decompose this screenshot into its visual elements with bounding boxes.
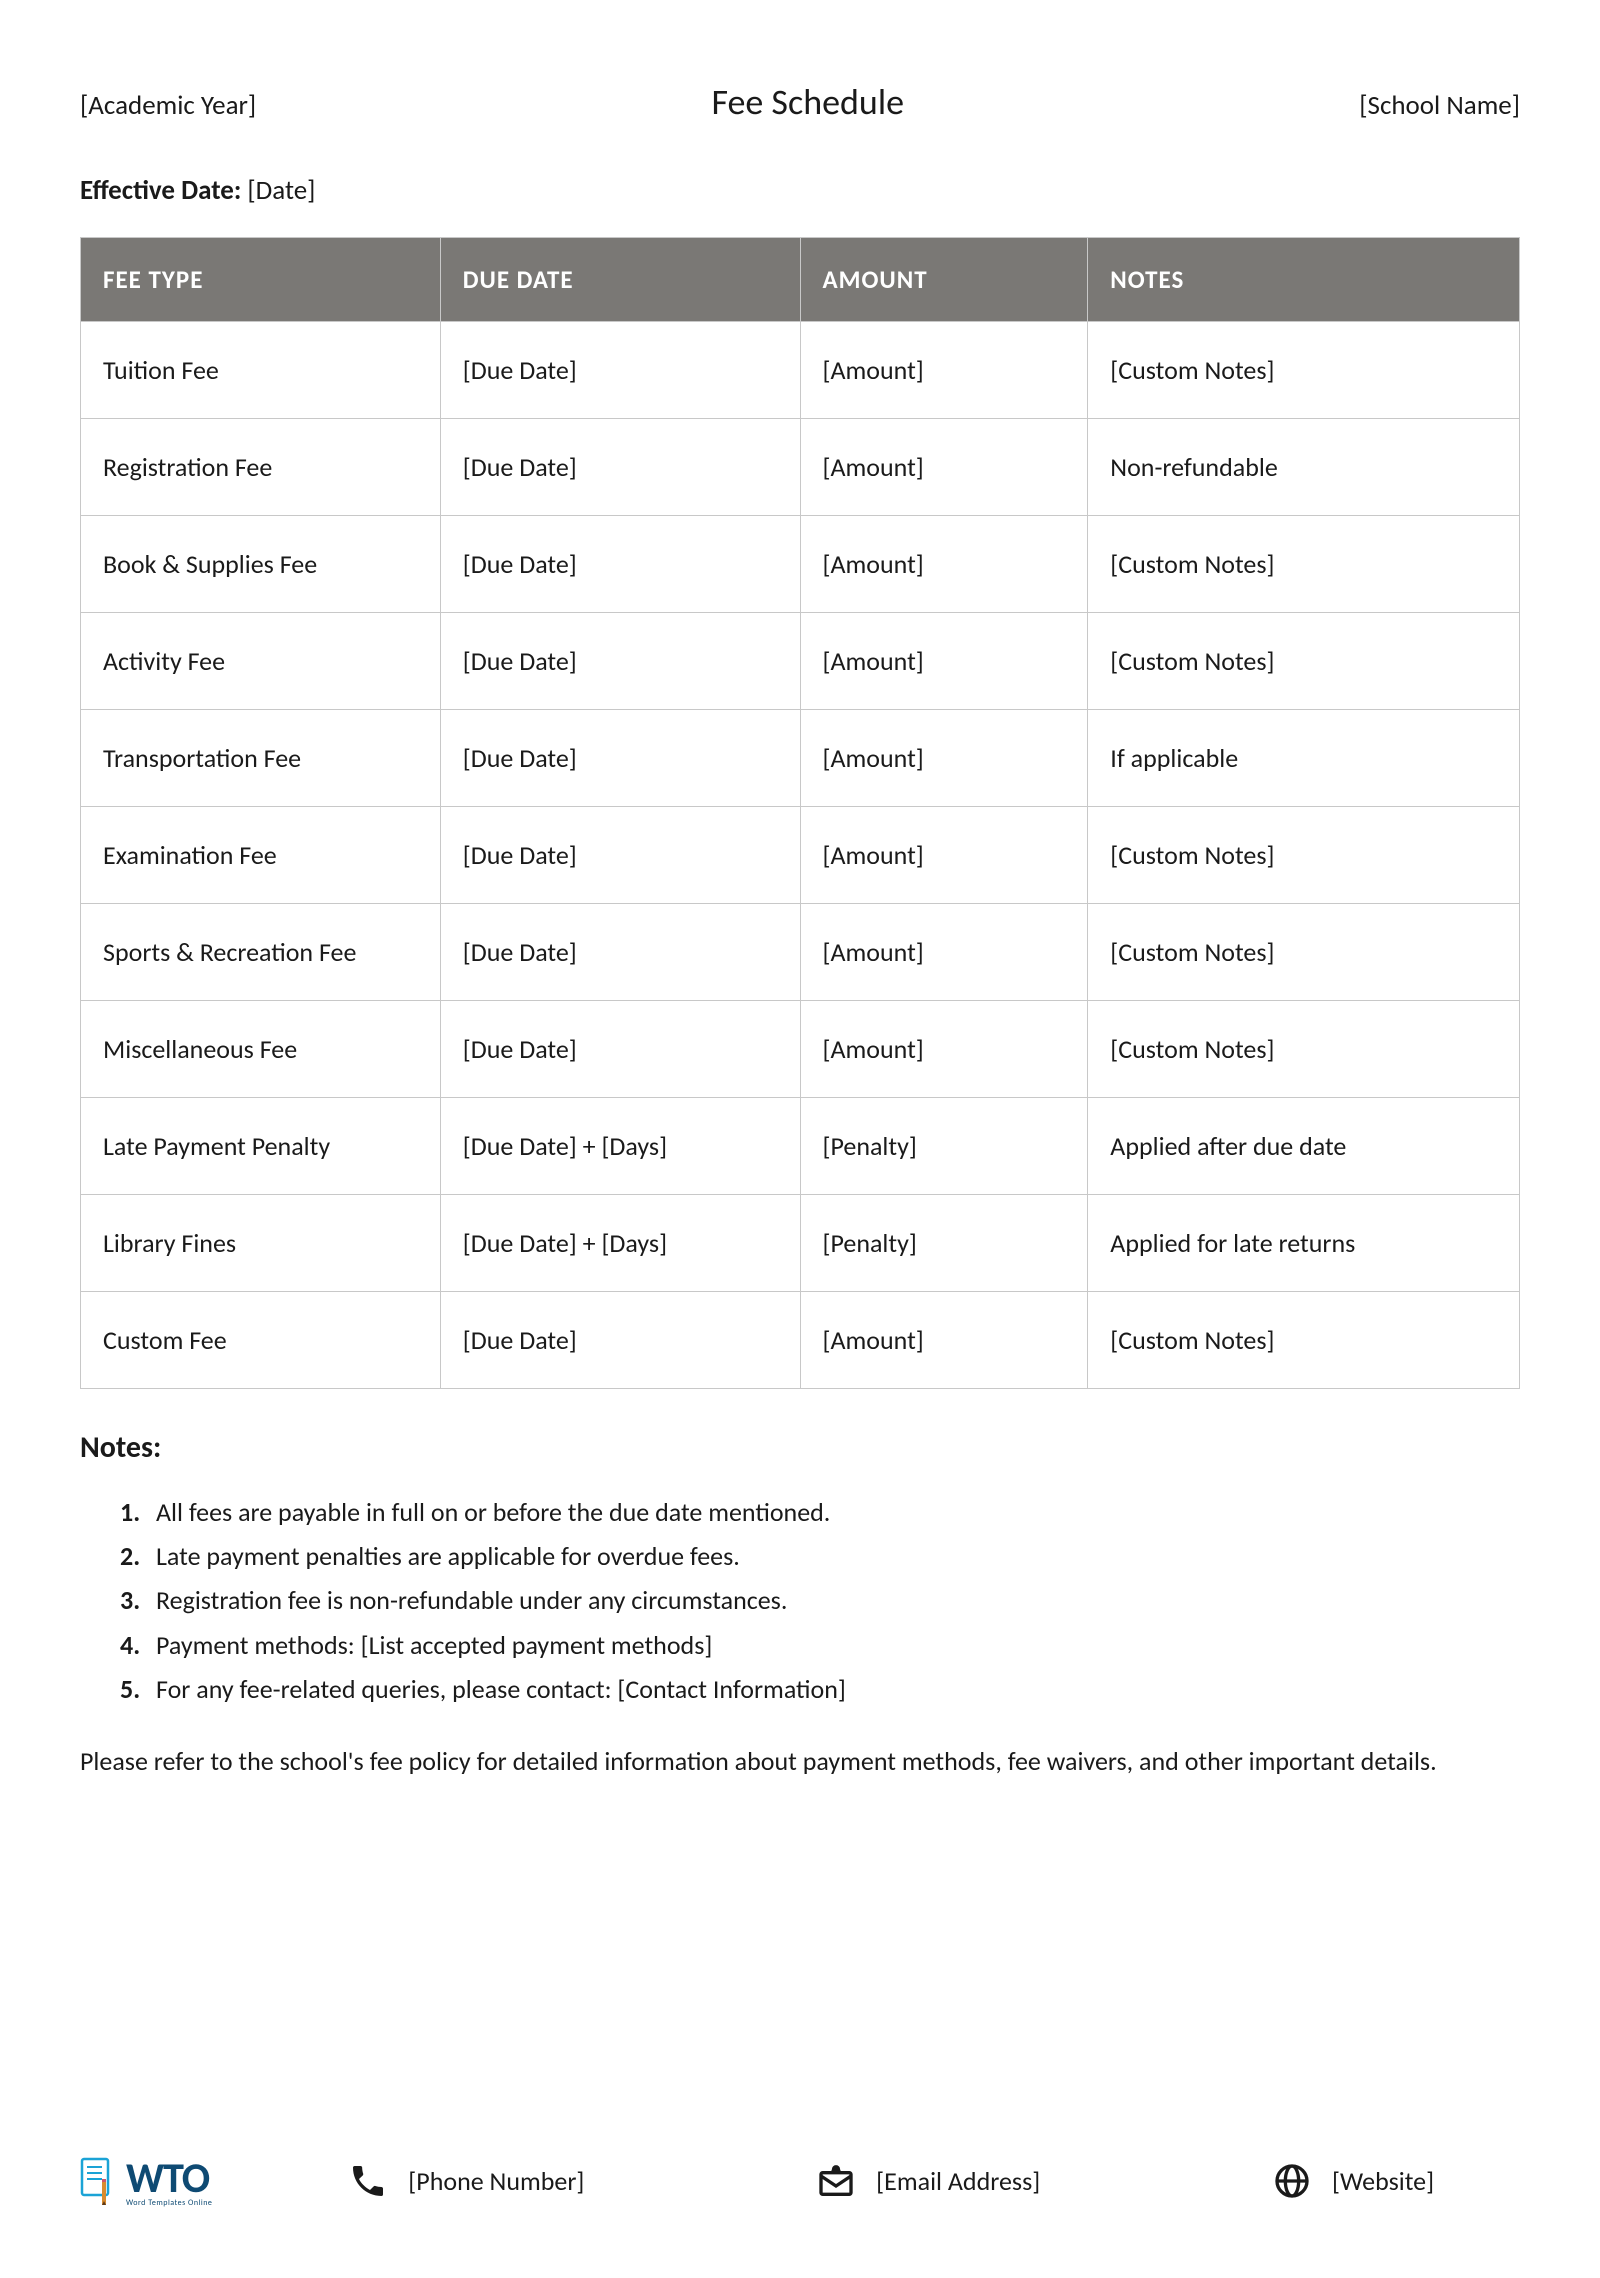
table-row: Transportation Fee[Due Date][Amount]If a… (81, 710, 1520, 807)
table-row: Examination Fee[Due Date][Amount][Custom… (81, 807, 1520, 904)
cell-due-date: [Due Date] (440, 1001, 800, 1098)
cell-notes: Applied after due date (1088, 1098, 1520, 1195)
cell-notes: [Custom Notes] (1088, 516, 1520, 613)
cell-amount: [Amount] (800, 613, 1088, 710)
footer-website: [Website] (1272, 2161, 1434, 2201)
table-header-row: FEE TYPE DUE DATE AMOUNT NOTES (81, 238, 1520, 322)
cell-due-date: [Due Date] + [Days] (440, 1098, 800, 1195)
cell-fee-type: Library Fines (81, 1195, 441, 1292)
footer-website-text: [Website] (1332, 2165, 1434, 2197)
cell-amount: [Amount] (800, 710, 1088, 807)
cell-fee-type: Registration Fee (81, 419, 441, 516)
notes-list: All fees are payable in full on or befor… (80, 1490, 1520, 1711)
footer-phone-text: [Phone Number] (408, 2165, 584, 2197)
cell-fee-type: Custom Fee (81, 1292, 441, 1389)
cell-due-date: [Due Date] (440, 613, 800, 710)
logo-text: WTO (126, 2153, 209, 2204)
table-row: Tuition Fee[Due Date][Amount][Custom Not… (81, 322, 1520, 419)
document-icon (80, 2157, 118, 2205)
phone-icon (348, 2161, 388, 2201)
cell-notes: [Custom Notes] (1088, 1001, 1520, 1098)
footer-phone: [Phone Number] (348, 2161, 584, 2201)
cell-due-date: [Due Date] (440, 419, 800, 516)
effective-date-value: [Date] (247, 174, 315, 207)
cell-due-date: [Due Date] (440, 807, 800, 904)
academic-year: [Academic Year] (80, 89, 256, 122)
cell-notes: If applicable (1088, 710, 1520, 807)
note-item: Registration fee is non-refundable under… (120, 1578, 1520, 1622)
note-item: For any fee-related queries, please cont… (120, 1667, 1520, 1711)
table-row: Late Payment Penalty[Due Date] + [Days][… (81, 1098, 1520, 1195)
globe-icon (1272, 2161, 1312, 2201)
cell-amount: [Amount] (800, 322, 1088, 419)
table-row: Miscellaneous Fee[Due Date][Amount][Cust… (81, 1001, 1520, 1098)
closing-text: Please refer to the school's fee policy … (80, 1741, 1520, 1783)
cell-fee-type: Book & Supplies Fee (81, 516, 441, 613)
school-name: [School Name] (1359, 89, 1520, 122)
col-header-amount: AMOUNT (800, 238, 1088, 322)
cell-fee-type: Transportation Fee (81, 710, 441, 807)
cell-notes: [Custom Notes] (1088, 807, 1520, 904)
col-header-notes: NOTES (1088, 238, 1520, 322)
footer-email: [Email Address] (816, 2161, 1040, 2201)
cell-due-date: [Due Date] (440, 1292, 800, 1389)
document-header: [Academic Year] Fee Schedule [School Nam… (80, 80, 1520, 124)
cell-notes: [Custom Notes] (1088, 904, 1520, 1001)
table-row: Book & Supplies Fee[Due Date][Amount][Cu… (81, 516, 1520, 613)
cell-notes: [Custom Notes] (1088, 322, 1520, 419)
effective-date: Effective Date: [Date] (80, 174, 1520, 207)
wto-logo: WTO Word Templates Online (80, 2153, 212, 2208)
email-icon (816, 2161, 856, 2201)
cell-fee-type: Miscellaneous Fee (81, 1001, 441, 1098)
logo-subtitle: Word Templates Online (126, 2198, 212, 2208)
cell-amount: [Amount] (800, 1292, 1088, 1389)
cell-due-date: [Due Date] (440, 516, 800, 613)
cell-amount: [Amount] (800, 807, 1088, 904)
cell-amount: [Amount] (800, 516, 1088, 613)
footer: WTO Word Templates Online [Phone Number]… (80, 2153, 1520, 2208)
cell-amount: [Amount] (800, 904, 1088, 1001)
table-row: Custom Fee[Due Date][Amount][Custom Note… (81, 1292, 1520, 1389)
cell-due-date: [Due Date] (440, 710, 800, 807)
table-row: Registration Fee[Due Date][Amount]Non-re… (81, 419, 1520, 516)
cell-amount: [Amount] (800, 1001, 1088, 1098)
cell-due-date: [Due Date] (440, 904, 800, 1001)
col-header-duedate: DUE DATE (440, 238, 800, 322)
cell-notes: [Custom Notes] (1088, 613, 1520, 710)
cell-fee-type: Examination Fee (81, 807, 441, 904)
effective-date-label: Effective Date: (80, 174, 241, 207)
cell-fee-type: Sports & Recreation Fee (81, 904, 441, 1001)
cell-amount: [Amount] (800, 419, 1088, 516)
note-item: Late payment penalties are applicable fo… (120, 1534, 1520, 1578)
note-item: All fees are payable in full on or befor… (120, 1490, 1520, 1534)
footer-email-text: [Email Address] (876, 2165, 1040, 2197)
cell-notes: [Custom Notes] (1088, 1292, 1520, 1389)
cell-fee-type: Activity Fee (81, 613, 441, 710)
cell-due-date: [Due Date] + [Days] (440, 1195, 800, 1292)
notes-heading: Notes: (80, 1429, 1520, 1466)
cell-fee-type: Late Payment Penalty (81, 1098, 441, 1195)
cell-amount: [Penalty] (800, 1098, 1088, 1195)
cell-due-date: [Due Date] (440, 322, 800, 419)
col-header-feetype: FEE TYPE (81, 238, 441, 322)
note-item: Payment methods: [List accepted payment … (120, 1623, 1520, 1667)
fee-schedule-table: FEE TYPE DUE DATE AMOUNT NOTES Tuition F… (80, 237, 1520, 1389)
cell-notes: Non-refundable (1088, 419, 1520, 516)
cell-notes: Applied for late returns (1088, 1195, 1520, 1292)
table-row: Library Fines[Due Date] + [Days][Penalty… (81, 1195, 1520, 1292)
cell-fee-type: Tuition Fee (81, 322, 441, 419)
table-row: Activity Fee[Due Date][Amount][Custom No… (81, 613, 1520, 710)
page-title: Fee Schedule (711, 80, 904, 124)
table-row: Sports & Recreation Fee[Due Date][Amount… (81, 904, 1520, 1001)
cell-amount: [Penalty] (800, 1195, 1088, 1292)
